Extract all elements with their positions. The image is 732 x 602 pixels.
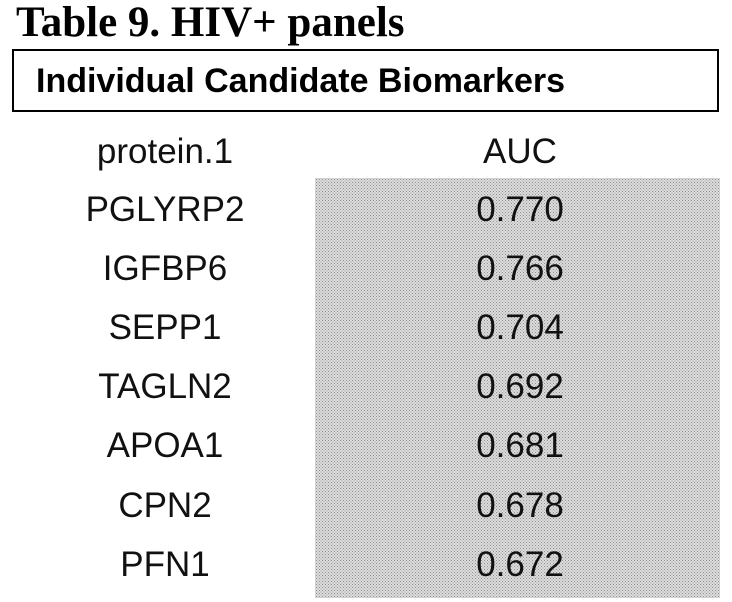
section-box: Individual Candidate Biomarkers bbox=[12, 49, 719, 112]
row-protein: TAGLN2 bbox=[60, 358, 270, 416]
row-protein: PGLYRP2 bbox=[60, 181, 270, 239]
row-auc: 0.692 bbox=[420, 358, 620, 416]
row-protein: SEPP1 bbox=[60, 299, 270, 357]
row-protein: CPN2 bbox=[60, 477, 270, 535]
table-title: Table 9. HIV+ panels bbox=[16, 0, 405, 48]
row-auc: 0.678 bbox=[420, 477, 620, 535]
header-protein: protein.1 bbox=[60, 123, 270, 181]
row-protein: APOA1 bbox=[60, 417, 270, 475]
row-auc: 0.766 bbox=[420, 240, 620, 298]
row-protein: IGFBP6 bbox=[60, 240, 270, 298]
row-auc: 0.672 bbox=[420, 536, 620, 594]
section-label: Individual Candidate Biomarkers bbox=[36, 53, 565, 109]
row-auc: 0.770 bbox=[420, 181, 620, 239]
row-auc: 0.681 bbox=[420, 417, 620, 475]
row-auc: 0.704 bbox=[420, 299, 620, 357]
header-auc: AUC bbox=[420, 123, 620, 181]
row-protein: PFN1 bbox=[60, 536, 270, 594]
